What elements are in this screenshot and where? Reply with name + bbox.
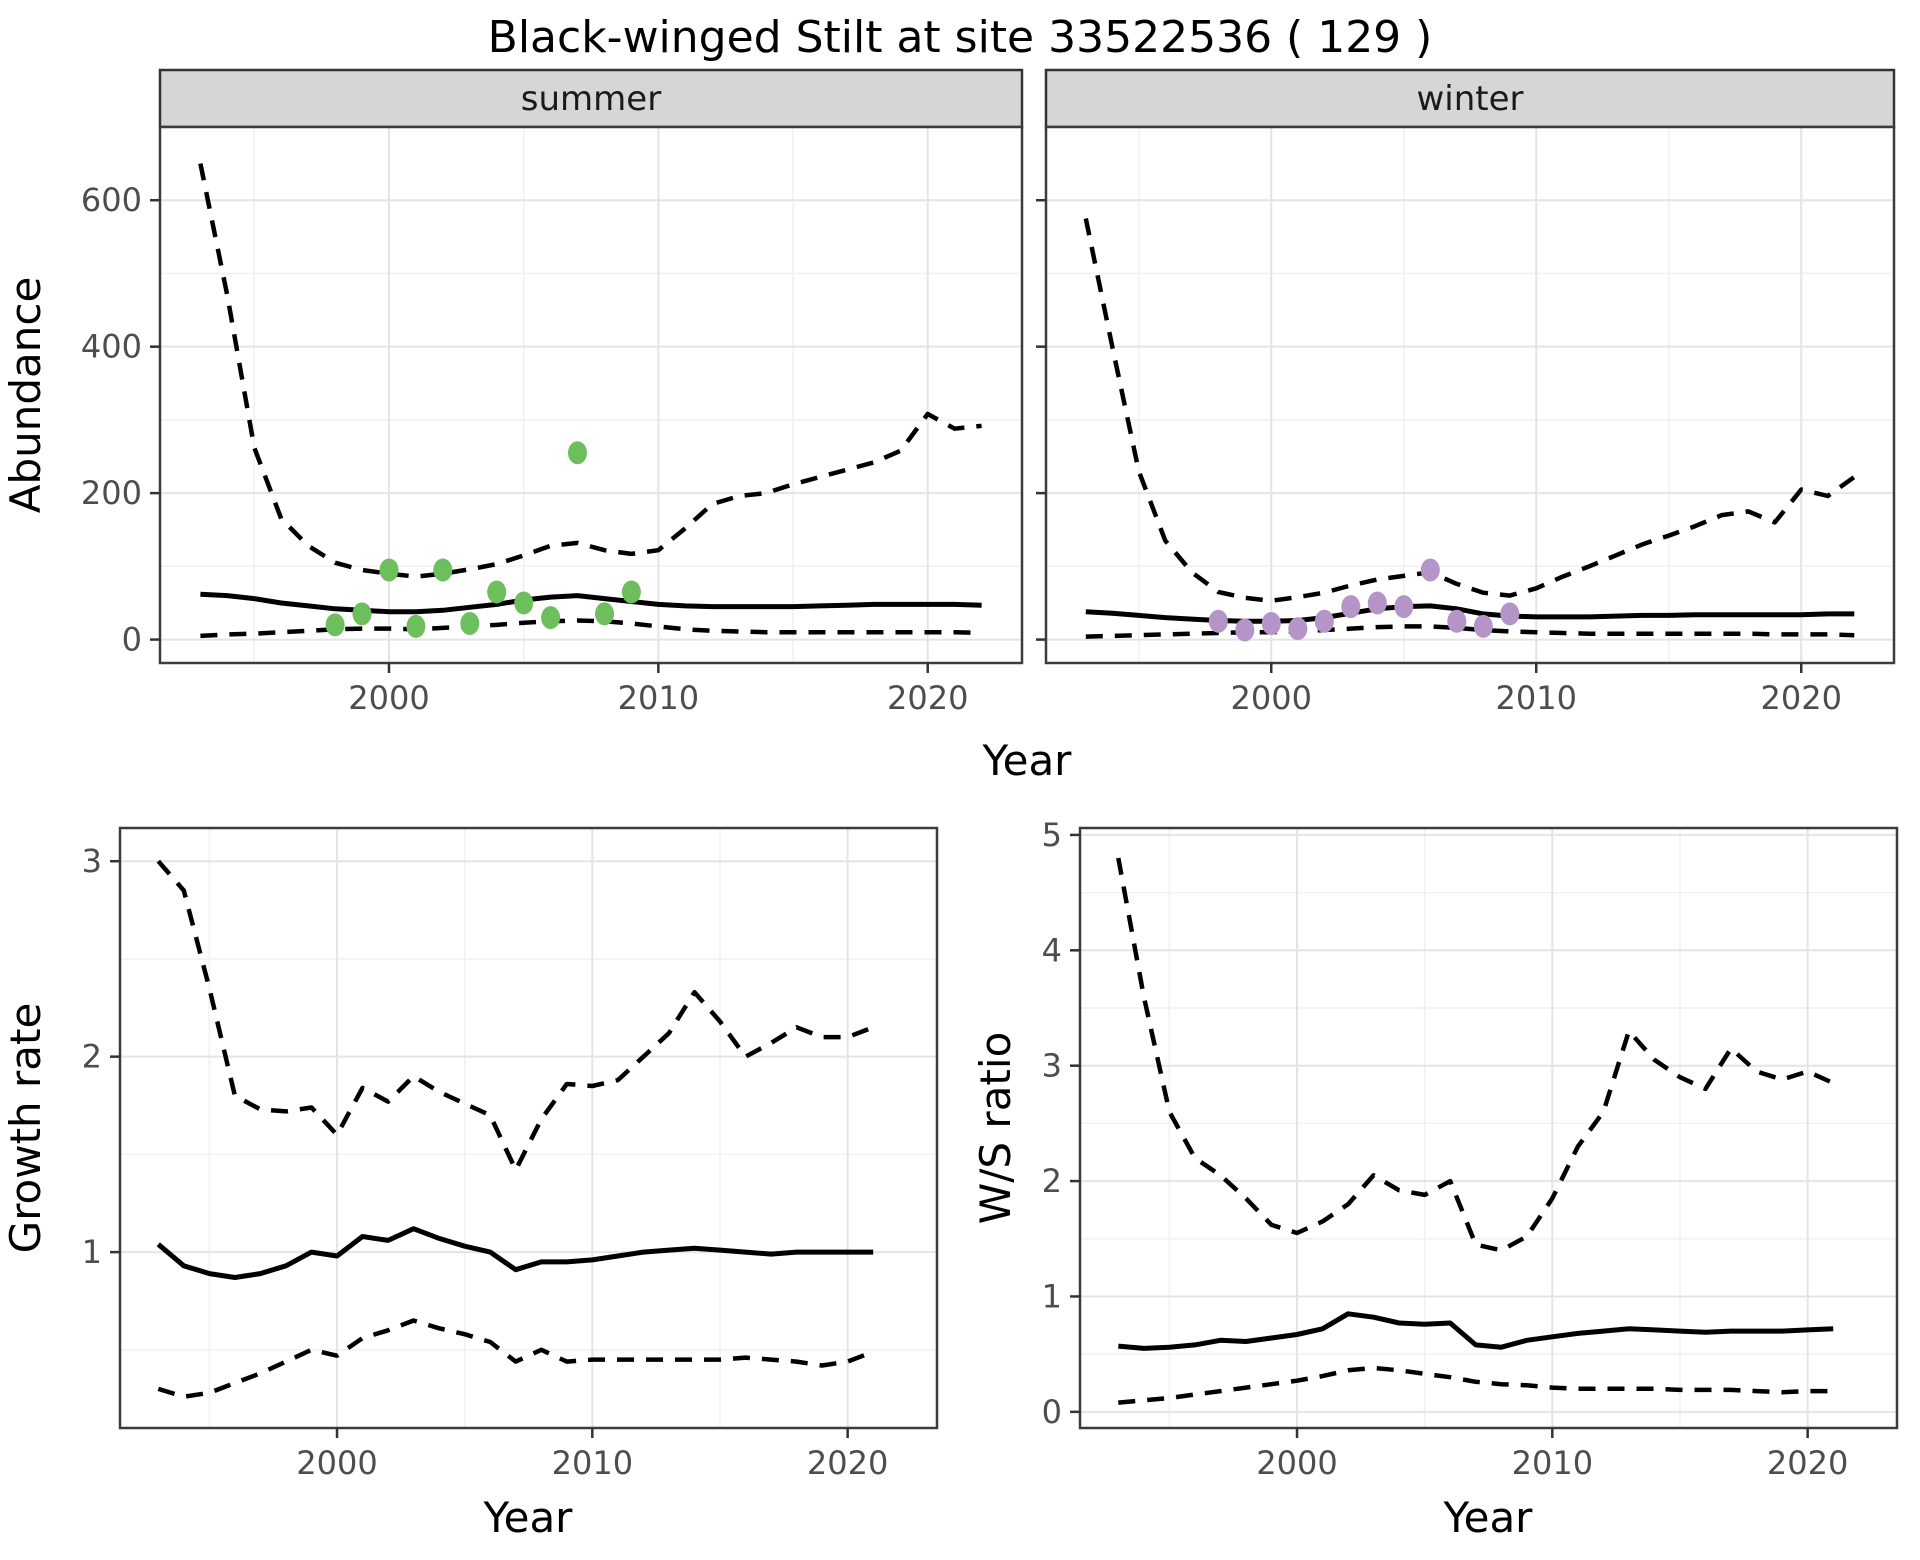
facet-strip-summer [158, 68, 1024, 129]
panel-ws-ratio: 2000 2010 2020 0 1 2 3 4 5 [1042, 816, 1899, 1482]
y-tick-label: 2 [1042, 1162, 1062, 1200]
data-point [487, 580, 507, 604]
y-tick-label: 3 [1042, 1047, 1062, 1085]
data-point [1367, 591, 1387, 615]
facet-strip-winter-label: winter [1416, 79, 1523, 119]
x-tick-label: 2010 [618, 679, 699, 717]
y-tick-label: 2 [82, 1038, 102, 1076]
y-axis-title-growth-rate: Growth rate [1, 1003, 50, 1254]
panel-background [120, 828, 937, 1428]
series-upper-95ci [1083, 218, 1856, 604]
panel-abundance-winter: 2000 2010 2020 [1036, 125, 1896, 717]
data-point [433, 558, 453, 582]
panel-border [1078, 826, 1899, 1430]
series-upper-95ci [156, 859, 875, 1173]
y-axis-title-abundance: Abundance [1, 277, 50, 514]
x-axis-title-bottom-left: Year [483, 1493, 574, 1542]
series-median [200, 591, 982, 615]
y-tick-label: 200 [81, 474, 142, 512]
x-tick-label: 2020 [807, 1444, 888, 1482]
y-tick-label: 400 [81, 328, 142, 366]
x-tick-label: 2020 [1761, 679, 1842, 717]
y-axis-title-ws-ratio: W/S ratio [971, 1032, 1020, 1225]
data-point [1473, 614, 1493, 638]
panel-background [160, 127, 1022, 663]
y-tick-label: 1 [1042, 1277, 1062, 1315]
x-axis-title-bottom-right: Year [1443, 1493, 1534, 1542]
panel-growth-rate: 2000 2010 2020 1 2 3 [82, 826, 939, 1482]
x-tick-label: 2010 [552, 1444, 633, 1482]
series-median [156, 1226, 874, 1280]
data-point [595, 602, 614, 626]
y-tick-label: 5 [1042, 816, 1062, 854]
data-point [406, 614, 426, 638]
data-point [325, 613, 345, 637]
data-point [1447, 609, 1467, 633]
x-axis-title-top: Year [982, 736, 1073, 785]
panel-background [1046, 127, 1894, 663]
data-point [1394, 595, 1414, 619]
panel-border [1044, 125, 1896, 665]
data-point [1235, 618, 1255, 642]
y-tick-label: 0 [122, 621, 142, 659]
data-point [1208, 609, 1228, 633]
data-point [352, 602, 372, 626]
data-point [1420, 558, 1440, 582]
y-tick-label: 0 [1042, 1393, 1062, 1431]
data-point [1288, 617, 1308, 641]
y-tick-label: 600 [81, 181, 142, 219]
facet-strip-summer-label: summer [521, 79, 661, 119]
series-lower-95ci [157, 1318, 875, 1399]
series-lower-95ci [1085, 624, 1855, 639]
data-point [541, 606, 561, 630]
series-lower-95ci [1118, 1365, 1834, 1405]
facet-strip-winter [1044, 68, 1896, 129]
x-tick-label: 2000 [1231, 679, 1312, 717]
y-tick-label: 1 [82, 1233, 102, 1271]
x-tick-label: 2020 [1767, 1444, 1848, 1482]
x-tick-label: 2010 [1496, 679, 1577, 717]
data-point [514, 591, 534, 615]
x-tick-label: 2000 [1256, 1444, 1337, 1482]
data-point [621, 580, 641, 604]
data-point [568, 441, 587, 465]
y-tick-label: 3 [82, 842, 102, 880]
series-upper-95ci [198, 163, 982, 579]
x-tick-label: 2000 [348, 679, 429, 717]
data-point [1500, 602, 1520, 626]
data-point [1314, 609, 1334, 633]
panel-border [158, 125, 1024, 665]
panel-abundance-summer: 2000 2010 2020 0 200 400 600 [81, 125, 1024, 717]
data-point [460, 612, 480, 635]
data-point [1341, 595, 1361, 619]
x-tick-label: 2000 [296, 1444, 377, 1482]
data-point [379, 558, 399, 582]
x-tick-label: 2020 [887, 679, 968, 717]
x-tick-label: 2010 [1512, 1444, 1593, 1482]
y-tick-label: 4 [1042, 931, 1062, 969]
series-median [1118, 1311, 1834, 1351]
panel-border [118, 826, 939, 1430]
page-title: Black-winged Stilt at site 33522536 ( 12… [488, 12, 1433, 63]
panel-background [1080, 828, 1897, 1428]
data-point [1261, 612, 1281, 635]
